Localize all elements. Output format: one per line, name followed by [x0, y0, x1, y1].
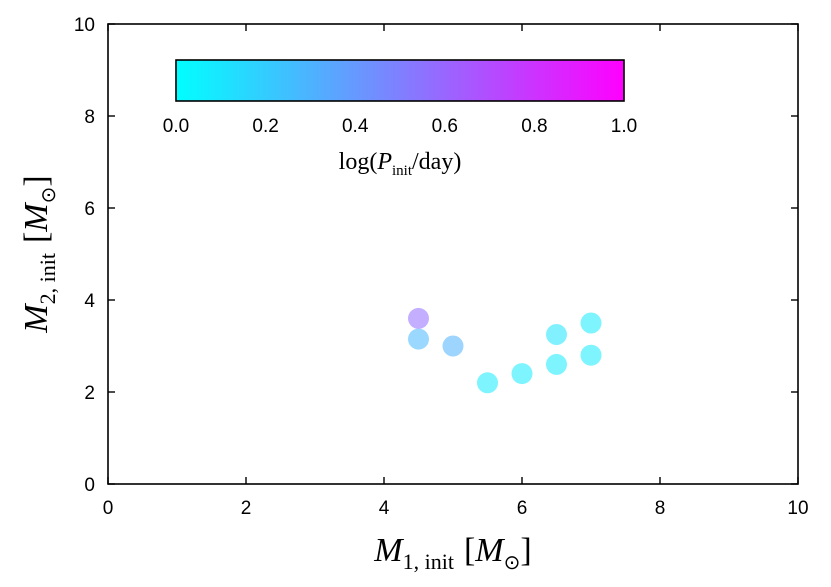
y-tick-label: 6: [84, 199, 95, 220]
data-point: [546, 324, 567, 345]
y-axis-label: M2, init[M⊙]: [18, 175, 60, 333]
colorbar-tick-label: 0.4: [342, 116, 369, 137]
x-tick-label: 10: [787, 498, 808, 519]
data-point: [442, 335, 464, 357]
x-tick-label: 4: [379, 498, 390, 519]
x-tick-label: 6: [517, 498, 528, 519]
colorbar-tick-label: 1.0: [611, 116, 637, 137]
colorbar-gradient: [175, 59, 625, 102]
x-axis-label: M1, init [M⊙]: [373, 532, 531, 574]
x-axis-ticks: 0 2 4 6 8 10: [103, 24, 809, 519]
data-point: [408, 328, 429, 350]
colorbar-tick-label: 0.6: [432, 116, 458, 137]
colorbar-tick-label: 0.8: [521, 116, 547, 137]
plot-frame: [107, 23, 799, 485]
y-tick-label: 0: [84, 475, 95, 496]
colorbar-ticks: 0.0 0.2 0.4 0.6 0.8 1.0: [163, 116, 637, 137]
data-point: [580, 344, 602, 366]
y-tick-label: 2: [84, 383, 95, 404]
data-point: [511, 363, 533, 385]
data-point: [477, 372, 498, 394]
data-points: [408, 307, 602, 394]
colorbar-tick-label: 0.0: [163, 116, 189, 137]
colorbar-tick-label: 0.2: [252, 116, 278, 137]
colorbar: 0.0 0.2 0.4 0.6 0.8 1.0 log(Pinit/day): [163, 59, 637, 179]
x-tick-label: 0: [103, 498, 114, 519]
x-tick-label: 8: [655, 498, 666, 519]
y-tick-label: 10: [74, 15, 95, 36]
colorbar-label: log(Pinit/day): [339, 149, 462, 179]
x-tick-label: 2: [241, 498, 252, 519]
y-tick-label: 4: [84, 291, 95, 312]
y-axis-ticks: 0 2 4 6 8 10: [74, 15, 798, 496]
data-point: [408, 307, 429, 329]
data-point: [580, 312, 602, 334]
y-tick-label: 8: [84, 107, 95, 128]
data-point: [546, 353, 567, 375]
